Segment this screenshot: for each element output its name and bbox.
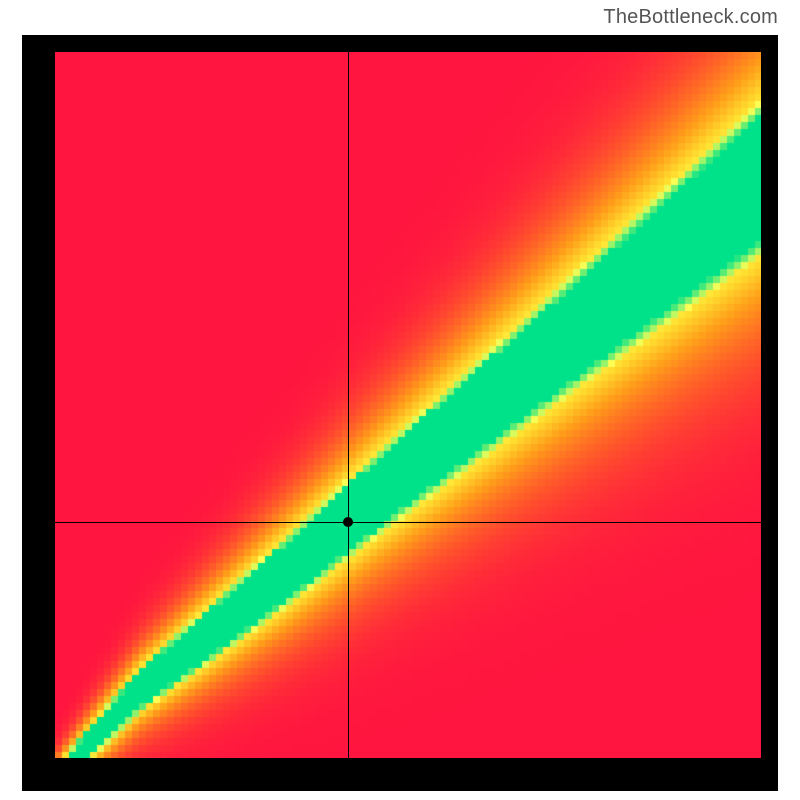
heatmap-plot-area <box>55 52 761 758</box>
crosshair-horizontal <box>55 522 761 523</box>
selected-point-marker <box>343 517 353 527</box>
crosshair-vertical <box>348 52 349 758</box>
chart-outer-frame <box>22 35 778 791</box>
heatmap-canvas <box>55 52 761 758</box>
watermark-text: TheBottleneck.com <box>603 6 778 29</box>
